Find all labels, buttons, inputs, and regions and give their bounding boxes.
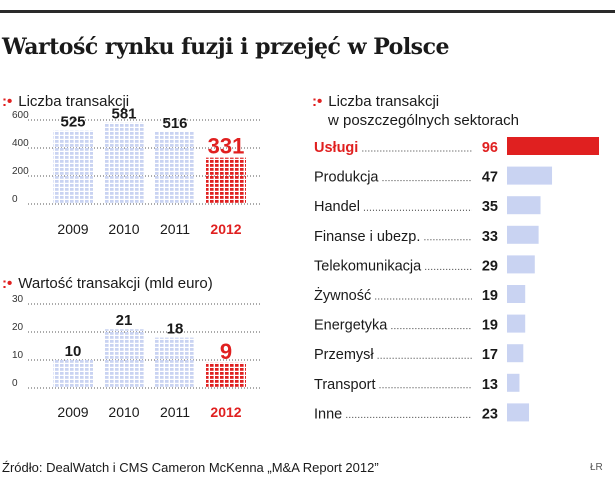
value-category-label: 2011	[160, 404, 190, 420]
sector-bar	[507, 373, 520, 392]
sector-bar	[507, 255, 535, 274]
sector-label: Produkcja	[314, 170, 379, 186]
sector-bar	[507, 196, 541, 215]
count-value-label: 331	[208, 134, 245, 159]
sector-bar	[507, 403, 530, 422]
chart-transaction-count: 0 200 400 600 525 2009 581 2010 516 2011 331 2012	[12, 106, 262, 237]
sector-value-label: 47	[482, 170, 498, 186]
credit: ŁR	[590, 462, 603, 473]
count-tick-label: 400	[12, 138, 29, 149]
value-tick-label: 10	[12, 350, 24, 361]
count-bar	[155, 131, 195, 204]
chart-title-sectors: :• Liczba transakcji w poszczególnych sek…	[312, 92, 519, 130]
count-category-label: 2012	[210, 221, 241, 237]
value-value-label: 10	[65, 343, 82, 360]
chart-title-sectors-line2: w poszczególnych sektorach	[328, 112, 519, 129]
sector-bar	[507, 166, 553, 185]
chart-title-sectors-line1: Liczba transakcji	[328, 93, 440, 110]
value-tick-label: 30	[12, 294, 24, 305]
sector-value-label: 13	[482, 377, 498, 393]
sector-value-label: 33	[482, 229, 498, 245]
bullet-marker-icon: :•	[2, 275, 13, 292]
sector-label: Przemysł	[314, 347, 374, 363]
sector-label: Telekomunikacja	[314, 258, 422, 274]
value-value-label: 21	[116, 312, 133, 329]
value-bar	[206, 362, 246, 388]
value-category-label: 2012	[210, 404, 241, 420]
count-tick-label: 200	[12, 166, 29, 177]
count-category-label: 2010	[108, 221, 139, 237]
sector-value-label: 19	[482, 318, 498, 334]
chart-title-value-text: Wartość transakcji (mld euro)	[18, 275, 213, 292]
count-category-label: 2011	[160, 221, 190, 237]
page-title: Wartość rynku fuzji i przejęć w Polsce	[2, 34, 449, 60]
value-category-label: 2010	[108, 404, 139, 420]
sector-bar	[507, 225, 539, 244]
value-category-label: 2009	[57, 404, 88, 420]
count-value-label: 525	[60, 114, 85, 131]
count-bar	[104, 122, 144, 204]
sector-label: Finanse i ubezp.	[314, 229, 420, 245]
sector-bar	[507, 137, 599, 155]
sector-bar	[507, 285, 526, 303]
sector-value-label: 19	[482, 288, 498, 304]
top-rule	[0, 10, 615, 13]
value-tick-label: 20	[12, 322, 24, 333]
sector-value-label: 17	[482, 347, 498, 363]
sector-bar	[507, 344, 524, 363]
value-tick-label: 0	[12, 378, 18, 389]
value-bar	[53, 360, 93, 388]
sector-value-label: 23	[482, 406, 498, 422]
bullet-marker-icon: :•	[312, 93, 323, 110]
chart-transaction-value: 0 10 20 30 10 2009 21 2010 18 2011 9 2012	[12, 294, 262, 420]
count-bar	[206, 157, 246, 204]
chart-title-count-text: Liczba transakcji	[18, 93, 130, 110]
sector-label: Inne	[314, 406, 342, 422]
count-tick-label: 600	[12, 110, 29, 121]
count-value-label: 516	[162, 115, 187, 132]
sector-label: Transport	[314, 377, 376, 393]
sector-value-label: 96	[482, 140, 498, 156]
chart-title-value: :• Wartość transakcji (mld euro)	[2, 274, 213, 293]
chart-title-count: :• Liczba transakcji	[2, 92, 129, 111]
sector-label: Usługi	[314, 140, 358, 156]
count-value-label: 581	[111, 106, 136, 123]
value-bar	[155, 337, 195, 388]
value-value-label: 9	[220, 339, 232, 364]
count-tick-label: 0	[12, 194, 18, 205]
chart-sectors: Usługi 96 Produkcja 47 Handel 35 Finanse i ube…	[314, 137, 599, 422]
count-category-label: 2009	[57, 221, 88, 237]
value-bar	[104, 329, 144, 388]
sector-label: Handel	[314, 199, 360, 215]
source-note: Źródło: DealWatch i CMS Cameron McKenna …	[2, 460, 379, 475]
count-bar	[53, 130, 93, 204]
sector-value-label: 35	[482, 199, 498, 215]
sector-bar	[507, 314, 526, 333]
value-value-label: 18	[167, 321, 184, 338]
sector-label: Żywność	[314, 286, 371, 304]
sector-label: Energetyka	[314, 318, 388, 334]
sector-value-label: 29	[482, 258, 498, 274]
bullet-marker-icon: :•	[2, 93, 13, 110]
